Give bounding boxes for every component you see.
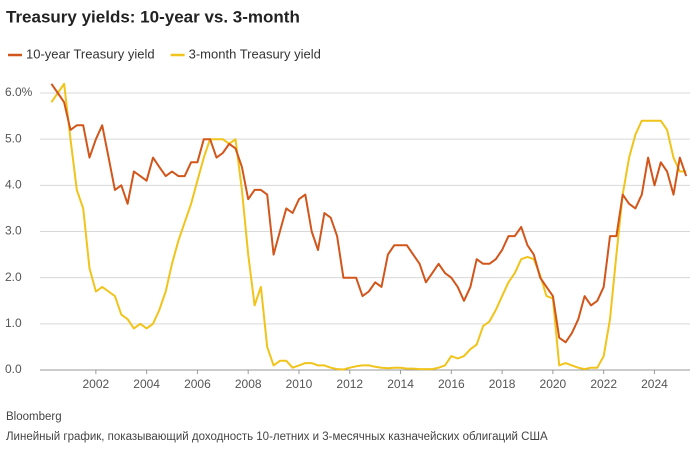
description: Линейный график, показывающий доходность… xyxy=(6,431,548,443)
y-tick-label: 5.0 xyxy=(5,131,22,145)
x-tick-label: 2018 xyxy=(489,377,516,391)
source: Bloomberg xyxy=(6,411,62,423)
y-tick-label: 3.0 xyxy=(5,224,22,238)
x-tick-label: 2014 xyxy=(387,377,414,391)
x-tick-label: 2022 xyxy=(590,377,617,391)
x-tick-label: 2020 xyxy=(540,377,567,391)
y-tick-label: 4.0 xyxy=(5,178,22,192)
chart-title: Treasury yields: 10-year vs. 3-month xyxy=(6,7,300,26)
y-tick-label: 1.0 xyxy=(5,316,22,330)
series-line xyxy=(50,83,688,344)
x-tick-label: 2008 xyxy=(235,377,262,391)
x-tick-label: 2006 xyxy=(184,377,211,391)
series-line xyxy=(50,82,687,371)
y-tick-label: 0.0 xyxy=(5,362,22,376)
y-tick-label: 6.0% xyxy=(5,85,33,99)
x-tick-label: 2010 xyxy=(286,377,313,391)
x-tick-label: 2012 xyxy=(336,377,363,391)
x-tick-label: 2002 xyxy=(83,377,110,391)
x-tick-label: 2004 xyxy=(133,377,160,391)
legend-label: 10-year Treasury yield xyxy=(26,46,155,61)
x-tick-label: 2024 xyxy=(641,377,668,391)
legend-label: 3-month Treasury yield xyxy=(189,46,321,61)
y-tick-label: 2.0 xyxy=(5,270,22,284)
x-tick-label: 2016 xyxy=(438,377,465,391)
